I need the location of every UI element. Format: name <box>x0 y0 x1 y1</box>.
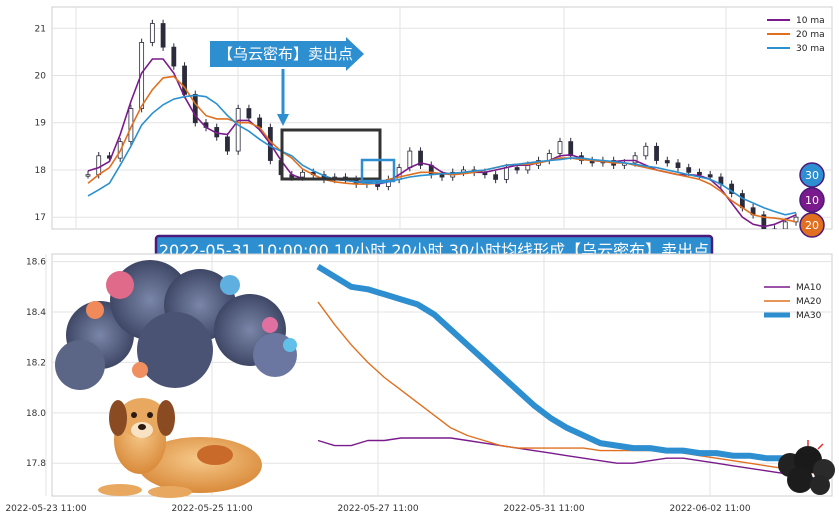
callout-label: 【乌云密布】卖出点 <box>218 45 353 63</box>
bottom-legend-label-ma30: MA30 <box>796 311 822 321</box>
top-legend: 10 ma 20 ma 30 ma <box>767 16 825 54</box>
pattern-box-large <box>280 128 382 181</box>
top-y-ticks: 17 18 19 20 21 <box>35 24 47 223</box>
bottom-y-tick-label: 18.4 <box>26 308 46 318</box>
candle-body <box>160 23 166 48</box>
candle-body <box>761 214 767 229</box>
candle-body <box>139 42 145 109</box>
candle-body <box>707 174 713 178</box>
top-legend-label-20ma: 20 ma <box>796 30 825 40</box>
top-legend-label-30ma: 30 ma <box>796 44 825 54</box>
candle-body <box>729 183 735 194</box>
top-y-tick-label: 20 <box>35 71 47 81</box>
candle-body <box>182 65 187 95</box>
callout-body <box>210 41 348 67</box>
top-ma-lines <box>87 58 797 228</box>
candle-body <box>632 155 638 164</box>
candle-body <box>514 167 520 171</box>
bottom-legend-label-ma10: MA10 <box>796 283 822 293</box>
candle-body <box>418 150 423 166</box>
bottom-y-tick-label: 18.0 <box>26 409 46 419</box>
bottom-x-tick-label: 2022-05-23 11:00 <box>5 504 86 514</box>
candle-body <box>643 145 649 157</box>
candle-body <box>697 171 702 176</box>
top-legend-label-10ma: 10 ma <box>796 16 825 26</box>
callout-pointer-head <box>277 114 289 126</box>
candle-body <box>782 221 788 229</box>
bottom-x-tick-label: 2022-06-02 11:00 <box>669 504 750 514</box>
bottom-ma-lines <box>316 264 817 480</box>
bottom-series-MA10 <box>317 437 817 480</box>
dark-cloud-corner-illustration <box>778 440 835 495</box>
top-y-tick-label: 17 <box>35 213 46 223</box>
candle-body <box>493 174 499 180</box>
top-y-tick-label: 19 <box>35 119 47 129</box>
candle-body <box>96 155 102 176</box>
top-plot-area <box>51 6 833 230</box>
candle-body <box>85 174 91 177</box>
top-y-tick-label: 21 <box>35 24 46 34</box>
bottom-y-ticks: 17.8 18.0 18.2 18.4 18.6 <box>26 258 46 470</box>
top-series-30-ma <box>87 94 797 216</box>
bottom-legend: MA10 MA20 MA30 <box>764 283 822 321</box>
dog-illustration <box>98 398 262 498</box>
candle-body <box>225 136 230 152</box>
badge-30 <box>799 162 825 188</box>
bottom-y-tick-label: 18.6 <box>26 258 46 268</box>
badge-10-label: 10 <box>805 194 819 207</box>
candle-body <box>654 145 659 161</box>
ma-badges: 30 10 20 <box>799 162 825 238</box>
top-y-tick-label: 18 <box>35 166 47 176</box>
bottom-legend-label-ma20: MA20 <box>796 297 822 307</box>
candle-body <box>503 167 509 180</box>
candle-body <box>675 162 681 168</box>
bottom-y-tick-label: 18.2 <box>26 358 46 368</box>
candle-body <box>171 46 177 67</box>
bottom-y-tick-label: 17.8 <box>26 459 46 469</box>
badge-30-label: 30 <box>805 169 819 182</box>
bottom-x-ticks: 2022-05-23 11:00 2022-05-25 11:00 2022-05-… <box>5 504 750 514</box>
candle-body <box>739 193 745 209</box>
bottom-series-MA20 <box>317 301 817 474</box>
candle-body <box>246 108 252 119</box>
candle-body <box>192 93 198 124</box>
candle-body <box>568 141 574 157</box>
bottom-x-tick-label: 2022-05-31 11:00 <box>503 504 584 514</box>
candle-body <box>235 108 241 152</box>
callout-arrow-head <box>346 37 364 71</box>
bottom-x-tick-label: 2022-05-27 11:00 <box>337 504 418 514</box>
badge-20-label: 20 <box>805 219 819 232</box>
candle-body <box>686 167 692 173</box>
candle-body <box>664 160 670 164</box>
candle-body <box>149 23 155 43</box>
bottom-series-MA30 <box>316 264 817 467</box>
top-panel: 17 18 19 20 21 【乌云密布】卖出点 10 ma 20 ma 30 ma <box>35 6 833 238</box>
sell-signal-callout: 【乌云密布】卖出点 <box>210 37 364 126</box>
candle-body <box>439 174 445 178</box>
badge-10 <box>799 187 825 213</box>
storm-cloud-illustration <box>55 260 297 390</box>
candle-body <box>300 171 305 178</box>
pattern-box-small <box>360 158 396 183</box>
top-grid <box>52 7 832 229</box>
candle-body <box>557 141 563 154</box>
badge-20 <box>799 212 825 238</box>
candle-body <box>793 216 799 223</box>
bottom-x-tick-label: 2022-05-25 11:00 <box>171 504 252 514</box>
candle-body <box>407 150 413 168</box>
